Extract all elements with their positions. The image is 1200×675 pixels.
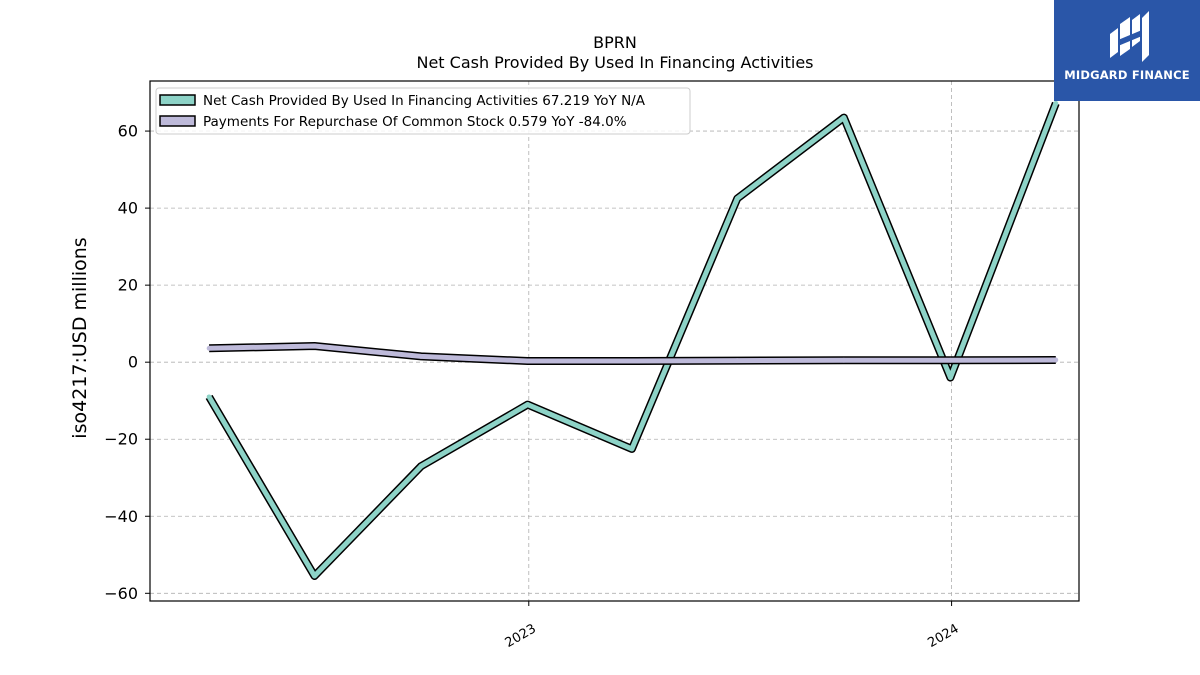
chart-title: BPRN — [593, 33, 637, 52]
series-0-point — [629, 446, 635, 452]
x-axis: 2023 2024 — [503, 601, 962, 651]
series-1-point — [312, 343, 317, 349]
chart-subtitle: Net Cash Provided By Used In Financing A… — [416, 53, 813, 72]
legend-label-1: Payments For Repurchase Of Common Stock … — [203, 114, 627, 130]
series-0-point — [525, 402, 531, 407]
y-tick-label: −40 — [104, 507, 138, 526]
series-0-point — [948, 375, 953, 380]
series-0-point — [841, 115, 847, 120]
series-layer — [205, 100, 1060, 580]
legend-frame — [155, 87, 691, 135]
series-0-outline — [205, 101, 1060, 580]
brand-name: MIDGARD FINANCE — [1064, 68, 1190, 82]
series-1-point — [418, 354, 424, 359]
series-0-point — [418, 463, 424, 469]
series-1-point — [1053, 357, 1059, 363]
series-0-point — [312, 573, 317, 579]
series-1-point — [734, 358, 740, 364]
series-1-point — [525, 358, 531, 364]
y-axis-label: iso4217:USD millions — [69, 237, 91, 438]
plot-frame — [149, 80, 1080, 602]
y-axis: 60 40 20 0 −20 −40 −60 — [104, 122, 150, 603]
y-tick-label: −20 — [104, 430, 138, 449]
y-tick-label: 40 — [118, 199, 138, 218]
x-tick-label: 2023 — [503, 621, 539, 651]
brand-logo: MIDGARD FINANCE — [1054, 0, 1200, 101]
series-0-point — [1053, 100, 1059, 106]
legend-swatch-0 — [159, 94, 196, 106]
x-tick-label: 2024 — [925, 621, 961, 651]
midgard-logo-icon — [1110, 11, 1149, 62]
series-0-point — [734, 196, 740, 201]
legend-swatch-1 — [159, 115, 196, 127]
series-0-point — [206, 394, 212, 400]
series-1-point — [948, 357, 953, 363]
legend-label-0: Net Cash Provided By Used In Financing A… — [203, 93, 646, 109]
y-tick-label: 0 — [128, 353, 138, 372]
y-tick-label: −60 — [104, 584, 138, 603]
series-1-point — [629, 358, 635, 364]
series-1-point — [841, 357, 847, 363]
series-0-line — [206, 102, 1059, 579]
y-tick-label: 20 — [118, 276, 138, 295]
y-tick-label: 60 — [118, 122, 138, 141]
series-1-point — [206, 345, 212, 351]
legend: Net Cash Provided By Used In Financing A… — [155, 87, 691, 135]
